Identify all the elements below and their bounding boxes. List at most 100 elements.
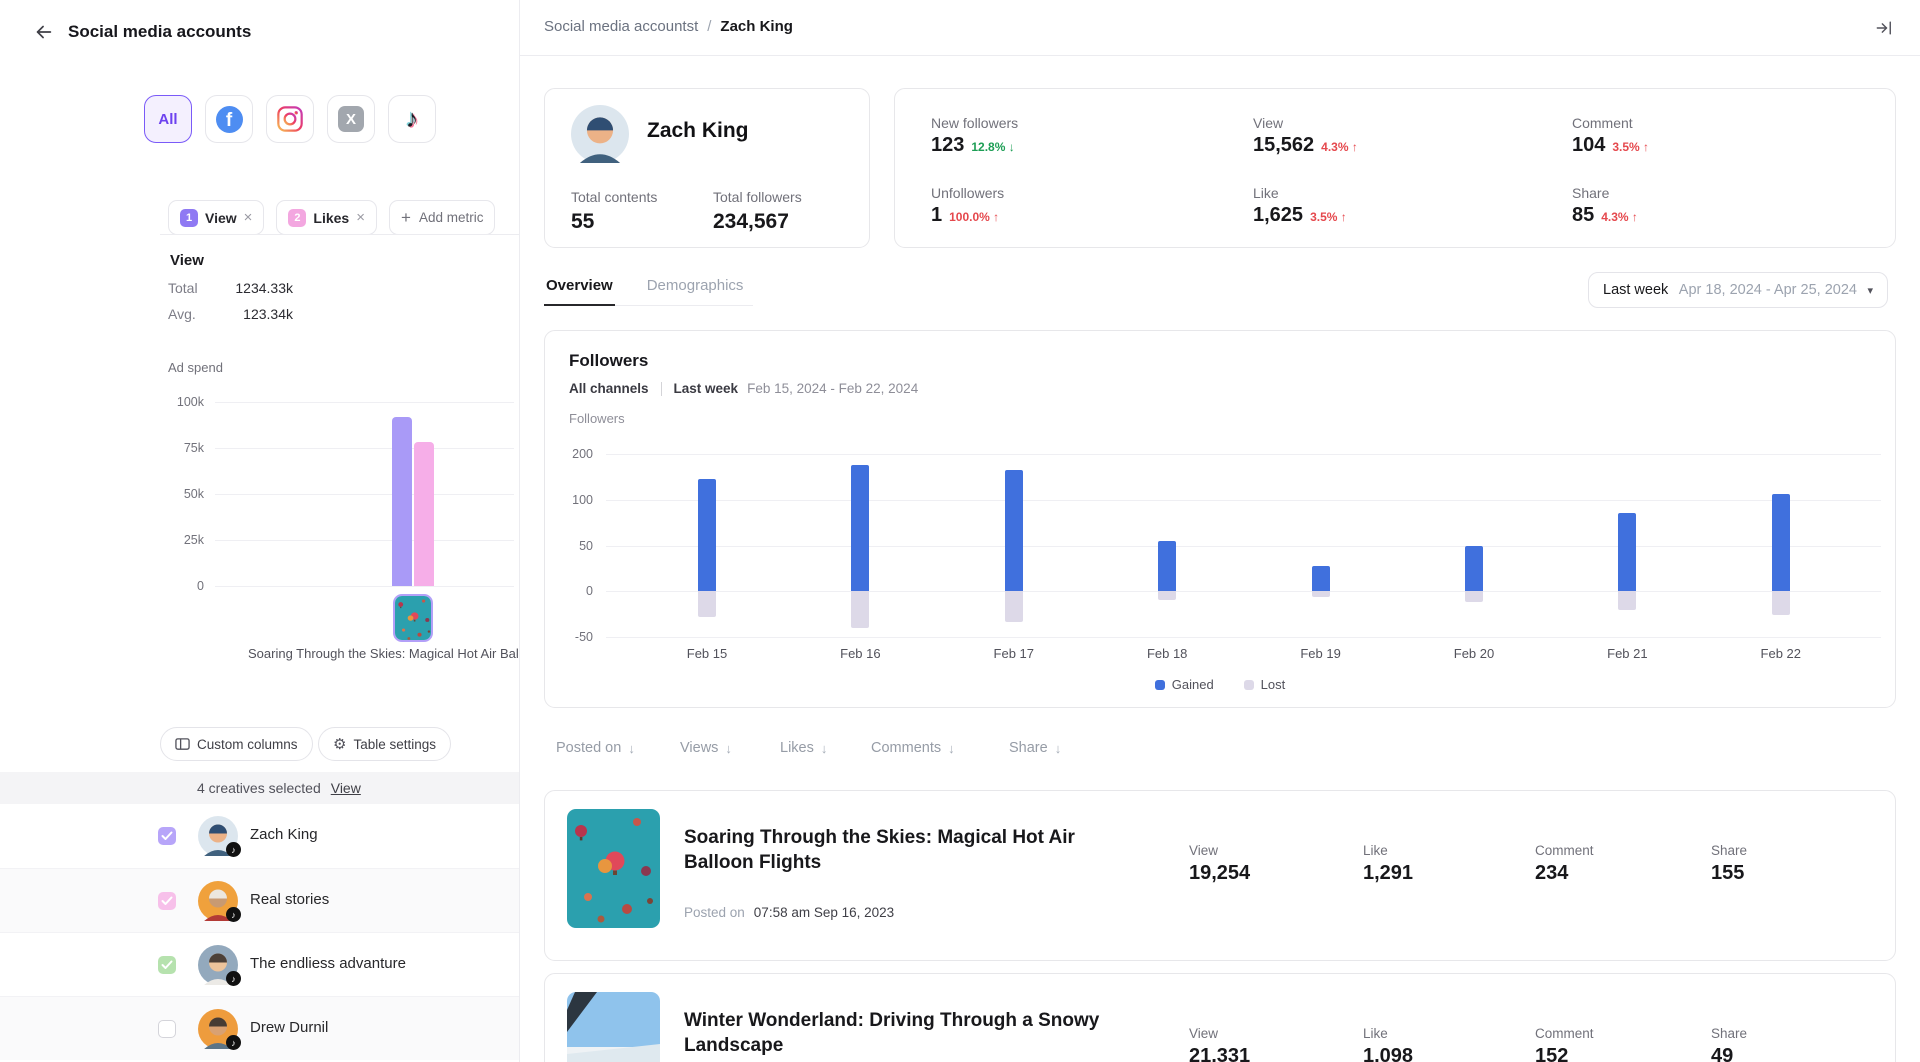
chart-period-filter[interactable]: Last week [673, 381, 739, 396]
filter-x-button[interactable]: X [327, 95, 375, 143]
gridline [215, 448, 514, 449]
kpi-value-row: 85 4.3% ↑ [1572, 204, 1638, 227]
tab-demographics[interactable]: Demographics [645, 272, 746, 306]
post-metric-comment: Comment 234 [1535, 843, 1594, 885]
chart-filters: All channels Last week Feb 15, 2024 - Fe… [569, 381, 918, 396]
kpi-label: Share [1572, 185, 1610, 201]
collapse-panel-button[interactable] [1870, 14, 1898, 42]
metric-chip-row: 1 View × 2 Likes × + Add metric [168, 200, 496, 235]
kpi-value: 123 [931, 134, 965, 156]
post-metric-like: Like 1,291 [1363, 843, 1413, 885]
breadcrumb-parent[interactable]: Social media accountst [544, 18, 699, 35]
creative-row[interactable]: ♪ The endliess advanture [0, 932, 519, 996]
chart-date-range: Feb 15, 2024 - Feb 22, 2024 [747, 381, 919, 396]
ad-spend-thumbnail[interactable] [393, 594, 433, 642]
chart-xtick: Feb 16 [840, 646, 881, 661]
creative-avatar: ♪ [198, 945, 241, 987]
date-range-label: Apr 18, 2024 - Apr 25, 2024 [1678, 282, 1857, 298]
legend-swatch [1154, 679, 1165, 690]
creative-row[interactable]: ♪ Real stories [0, 868, 519, 932]
bar-lost [851, 591, 870, 628]
sidebar: Social media accounts All f X ♪ 1 View × 2 Lik… [0, 0, 520, 1062]
kpi-value: 15,562 [1253, 134, 1315, 156]
post-metric-value: 155 [1711, 862, 1745, 884]
bar-gained [1311, 565, 1330, 592]
tiktok-badge-icon: ♪ [226, 907, 241, 922]
creative-avatar: ♪ [198, 1009, 241, 1051]
profile-stat-value: 234,567 [713, 210, 789, 233]
posted-on-label: Posted on [684, 905, 745, 920]
ad-spend-ytick: 100k [176, 395, 204, 409]
selection-bar: 4 creatives selected View [0, 772, 519, 804]
sort-likes[interactable]: Likes ↓ [780, 740, 827, 756]
custom-columns-button[interactable]: Custom columns [160, 727, 313, 761]
sort-share[interactable]: Share ↓ [1009, 740, 1061, 756]
chart-channels-filter[interactable]: All channels [569, 381, 649, 396]
chart-xtick: Feb 21 [1607, 646, 1648, 661]
filter-instagram-button[interactable] [266, 95, 314, 143]
sort-views[interactable]: Views ↓ [680, 740, 732, 756]
creative-avatar: ♪ [198, 881, 241, 923]
sort-posted-on[interactable]: Posted on ↓ [556, 740, 635, 756]
profile-stat: Total contents 55 [571, 189, 657, 234]
facebook-icon: f [215, 105, 243, 133]
metric-chip-label: Likes [313, 209, 350, 226]
creative-checkbox[interactable] [158, 1020, 176, 1038]
bar-lost [1618, 591, 1637, 610]
post-title: Winter Wonderland: Driving Through a Sno… [684, 1010, 1100, 1056]
legend-item-lost[interactable]: Lost [1243, 677, 1285, 692]
bar-gained [1771, 494, 1790, 592]
legend-item-gained[interactable]: Gained [1154, 677, 1214, 692]
creative-name: Zach King [250, 826, 318, 843]
metric-order-badge: 1 [180, 208, 198, 227]
tab-bar: Overview Demographics [544, 272, 754, 306]
filter-tiktok-button[interactable]: ♪ [388, 95, 436, 143]
remove-metric-icon[interactable]: × [243, 209, 253, 226]
chart-legend: Gained Lost [545, 677, 1895, 692]
post-thumbnail[interactable] [567, 809, 660, 928]
sort-comments[interactable]: Comments ↓ [871, 740, 955, 756]
creative-checkbox[interactable] [158, 892, 176, 910]
kpi-label: Unfollowers [931, 185, 1005, 201]
date-range-picker[interactable]: Last week Apr 18, 2024 - Apr 25, 2024 ▾ [1588, 272, 1888, 308]
creative-name: The endliess advanture [250, 955, 406, 972]
remove-metric-icon[interactable]: × [356, 209, 365, 226]
posts-sort-header-row: Posted on ↓ Views ↓ Likes ↓ Comments ↓ Share ↓ [544, 740, 1144, 764]
kpi-value-row: 15,562 4.3% ↑ [1253, 134, 1358, 157]
filter-all-button[interactable]: All [144, 95, 192, 143]
creative-avatar: ♪ [198, 816, 241, 858]
metric-chip-likes[interactable]: 2 Likes × [276, 200, 377, 235]
creative-name: Drew Durnil [250, 1019, 329, 1036]
creative-checkbox[interactable] [158, 956, 176, 974]
metric-chip-label: View [205, 209, 237, 226]
gridline [606, 454, 1881, 455]
filter-facebook-button[interactable]: f [205, 95, 253, 143]
ad-spend-ytick: 50k [183, 487, 204, 501]
breadcrumb-current: Zach King [720, 18, 793, 35]
bar-gained [698, 479, 716, 592]
add-metric-button[interactable]: + Add metric [389, 200, 496, 235]
creative-row[interactable]: ♪ Drew Durnil [0, 996, 519, 1060]
post-thumbnail[interactable] [567, 992, 660, 1062]
view-selected-link[interactable]: View [330, 780, 361, 796]
table-settings-button[interactable]: ⚙ Table settings [318, 727, 452, 761]
summary-row-label: Avg. [168, 306, 196, 322]
kpi-delta: 100.0% ↑ [949, 210, 1000, 224]
post-metric-label: Share [1711, 1026, 1748, 1041]
creative-row[interactable]: ♪ Zach King [0, 804, 519, 868]
tab-overview[interactable]: Overview [544, 272, 615, 306]
followers-bar-chart [606, 454, 1881, 638]
post-metric-value: 1,098 [1363, 1045, 1414, 1062]
bar-lost [1771, 591, 1790, 616]
metric-chip-view[interactable]: 1 View × [168, 200, 265, 235]
sort-down-icon: ↓ [628, 740, 635, 756]
ad-spend-bar-likes [414, 442, 434, 586]
post-metric-label: Comment [1535, 843, 1594, 858]
followers-chart-card: Followers All channels Last week Feb 15,… [544, 330, 1896, 708]
creative-checkbox[interactable] [158, 827, 176, 845]
metric-order-badge: 2 [288, 208, 307, 227]
chart-ytick: 200 [572, 447, 593, 461]
tiktok-badge-icon: ♪ [226, 1035, 241, 1050]
kpi-value: 1 [931, 204, 943, 226]
back-button[interactable] [30, 18, 58, 46]
